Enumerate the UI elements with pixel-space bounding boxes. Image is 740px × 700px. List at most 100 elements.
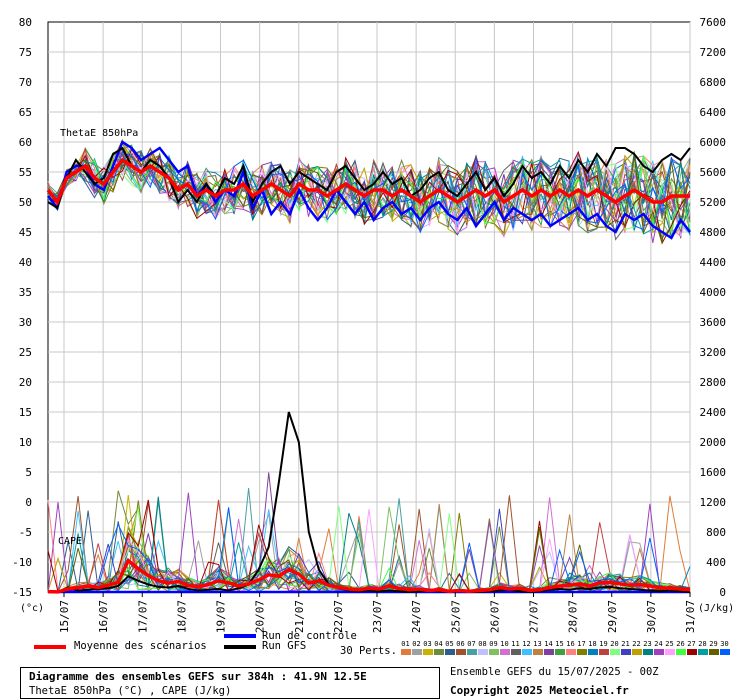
- left-tick-label: 5: [25, 466, 32, 479]
- perturbation-swatch: [719, 649, 730, 655]
- perturbation-swatch: [664, 649, 675, 655]
- perturbation-legend-item: 01: [400, 640, 411, 655]
- x-tick-label: 31/07: [684, 600, 697, 633]
- perturbation-swatch: [620, 649, 631, 655]
- perturbation-legend-item: 13: [532, 640, 543, 655]
- perturbation-number: 15: [555, 640, 564, 648]
- perturbation-number: 28: [698, 640, 707, 648]
- x-tick-label: 28/07: [567, 600, 580, 633]
- right-tick-label: 5600: [700, 166, 727, 179]
- perturbation-thetae-line: [47, 147, 691, 244]
- gfs-thetae-line: [47, 146, 691, 210]
- perturbation-swatch: [543, 649, 554, 655]
- perturbation-number: 26: [676, 640, 685, 648]
- left-tick-label: 10: [19, 436, 32, 449]
- perturbation-swatch: [642, 649, 653, 655]
- perturbation-swatch: [422, 649, 433, 655]
- copyright-label: Copyright 2025 Meteociel.fr: [450, 684, 629, 697]
- perturbation-number: 30: [720, 640, 729, 648]
- perturbation-number: 23: [643, 640, 652, 648]
- main-series-lines: [46, 140, 691, 594]
- run-date-label: Ensemble GEFS du 15/07/2025 - 00Z: [450, 666, 659, 678]
- right-tick-label: 5200: [700, 196, 727, 209]
- perturbation-legend-item: 02: [411, 640, 422, 655]
- perturbation-number: 24: [654, 640, 663, 648]
- perturbation-legend-item: 12: [521, 640, 532, 655]
- perturbation-legend-item: 14: [543, 640, 554, 655]
- perturbation-number: 01: [401, 640, 410, 648]
- perturbation-number: 06: [456, 640, 465, 648]
- perturbation-number: 04: [434, 640, 443, 648]
- left-tick-label: 60: [19, 136, 32, 149]
- x-tick-label: 18/07: [175, 600, 188, 633]
- perturbation-number: 22: [632, 640, 641, 648]
- left-tick-label: 50: [19, 196, 32, 209]
- left-tick-label: 75: [19, 46, 32, 59]
- left-tick-label: 35: [19, 286, 32, 299]
- right-tick-label: 4800: [700, 226, 727, 239]
- perturbation-legend-item: 16: [565, 640, 576, 655]
- perturbation-legend-item: 22: [631, 640, 642, 655]
- gfs-cape-line: [48, 411, 691, 594]
- perturbation-swatch: [554, 649, 565, 655]
- right-tick-label: 800: [706, 526, 726, 539]
- perturbation-number: 13: [533, 640, 542, 648]
- left-tick-label: 30: [19, 316, 32, 329]
- perturbation-legend-item: 06: [455, 640, 466, 655]
- perturbation-legend-item: 04: [433, 640, 444, 655]
- perturbation-swatch: [466, 649, 477, 655]
- perturbation-swatch: [565, 649, 576, 655]
- left-tick-label: 15: [19, 406, 32, 419]
- left-tick-label: 0: [25, 496, 32, 509]
- control-thetae-line: [47, 140, 691, 240]
- info-box-subtitle: ThetaE 850hPa (°C) , CAPE (J/kg): [29, 685, 232, 697]
- perturbation-swatch: [488, 649, 499, 655]
- info-box-title: Diagramme des ensembles GEFS sur 384h : …: [29, 670, 367, 683]
- perturbation-legend-item: 30: [719, 640, 730, 655]
- control-legend-swatch: [224, 634, 256, 638]
- left-tick-label: 65: [19, 106, 32, 119]
- perturbation-number: 11: [511, 640, 520, 648]
- perturbation-legend-item: 24: [653, 640, 664, 655]
- perturbation-legend-item: 28: [697, 640, 708, 655]
- perturbation-legend-item: 09: [488, 640, 499, 655]
- perturbation-number: 19: [599, 640, 608, 648]
- info-box: Diagramme des ensembles GEFS sur 384h : …: [20, 667, 440, 699]
- left-tick-label: 25: [19, 346, 32, 359]
- perturbation-number: 21: [621, 640, 630, 648]
- right-tick-label: 3200: [700, 346, 727, 359]
- perturbation-legend-item: 05: [444, 640, 455, 655]
- x-tick-label: 22/07: [332, 600, 345, 633]
- right-tick-label: 7200: [700, 46, 727, 59]
- perturbation-number: 18: [588, 640, 597, 648]
- perturbation-number: 10: [500, 640, 509, 648]
- x-tick-label: 29/07: [606, 600, 619, 633]
- x-tick-label: 17/07: [136, 600, 149, 633]
- perturbation-legend-item: 08: [477, 640, 488, 655]
- right-tick-label: 2400: [700, 406, 727, 419]
- control-legend-label: Run de contrôle: [262, 630, 357, 642]
- left-tick-label: 55: [19, 166, 32, 179]
- left-tick-label: 45: [19, 226, 32, 239]
- left-tick-label: 70: [19, 76, 32, 89]
- plot-area: [47, 21, 691, 593]
- thetae-annotation: ThetaE 850hPa: [60, 128, 138, 139]
- perturbation-legend-item: 17: [576, 640, 587, 655]
- perturbation-number: 02: [412, 640, 421, 648]
- perturbation-swatch: [433, 649, 444, 655]
- right-tick-label: 7600: [700, 16, 727, 29]
- right-axis-ticks: 7600720068006400600056005200480044004000…: [700, 16, 727, 599]
- left-axis-unit: (°c): [20, 603, 44, 614]
- x-tick-label: 19/07: [215, 600, 228, 633]
- perturbation-number: 20: [610, 640, 619, 648]
- perturbation-swatch: [587, 649, 598, 655]
- x-tick-label: 16/07: [97, 600, 110, 633]
- perturbation-swatch: [576, 649, 587, 655]
- perturbation-swatch: [631, 649, 642, 655]
- perturbation-swatch: [521, 649, 532, 655]
- perturbation-swatch: [686, 649, 697, 655]
- left-tick-label: 40: [19, 256, 32, 269]
- perturbation-number: 08: [478, 640, 487, 648]
